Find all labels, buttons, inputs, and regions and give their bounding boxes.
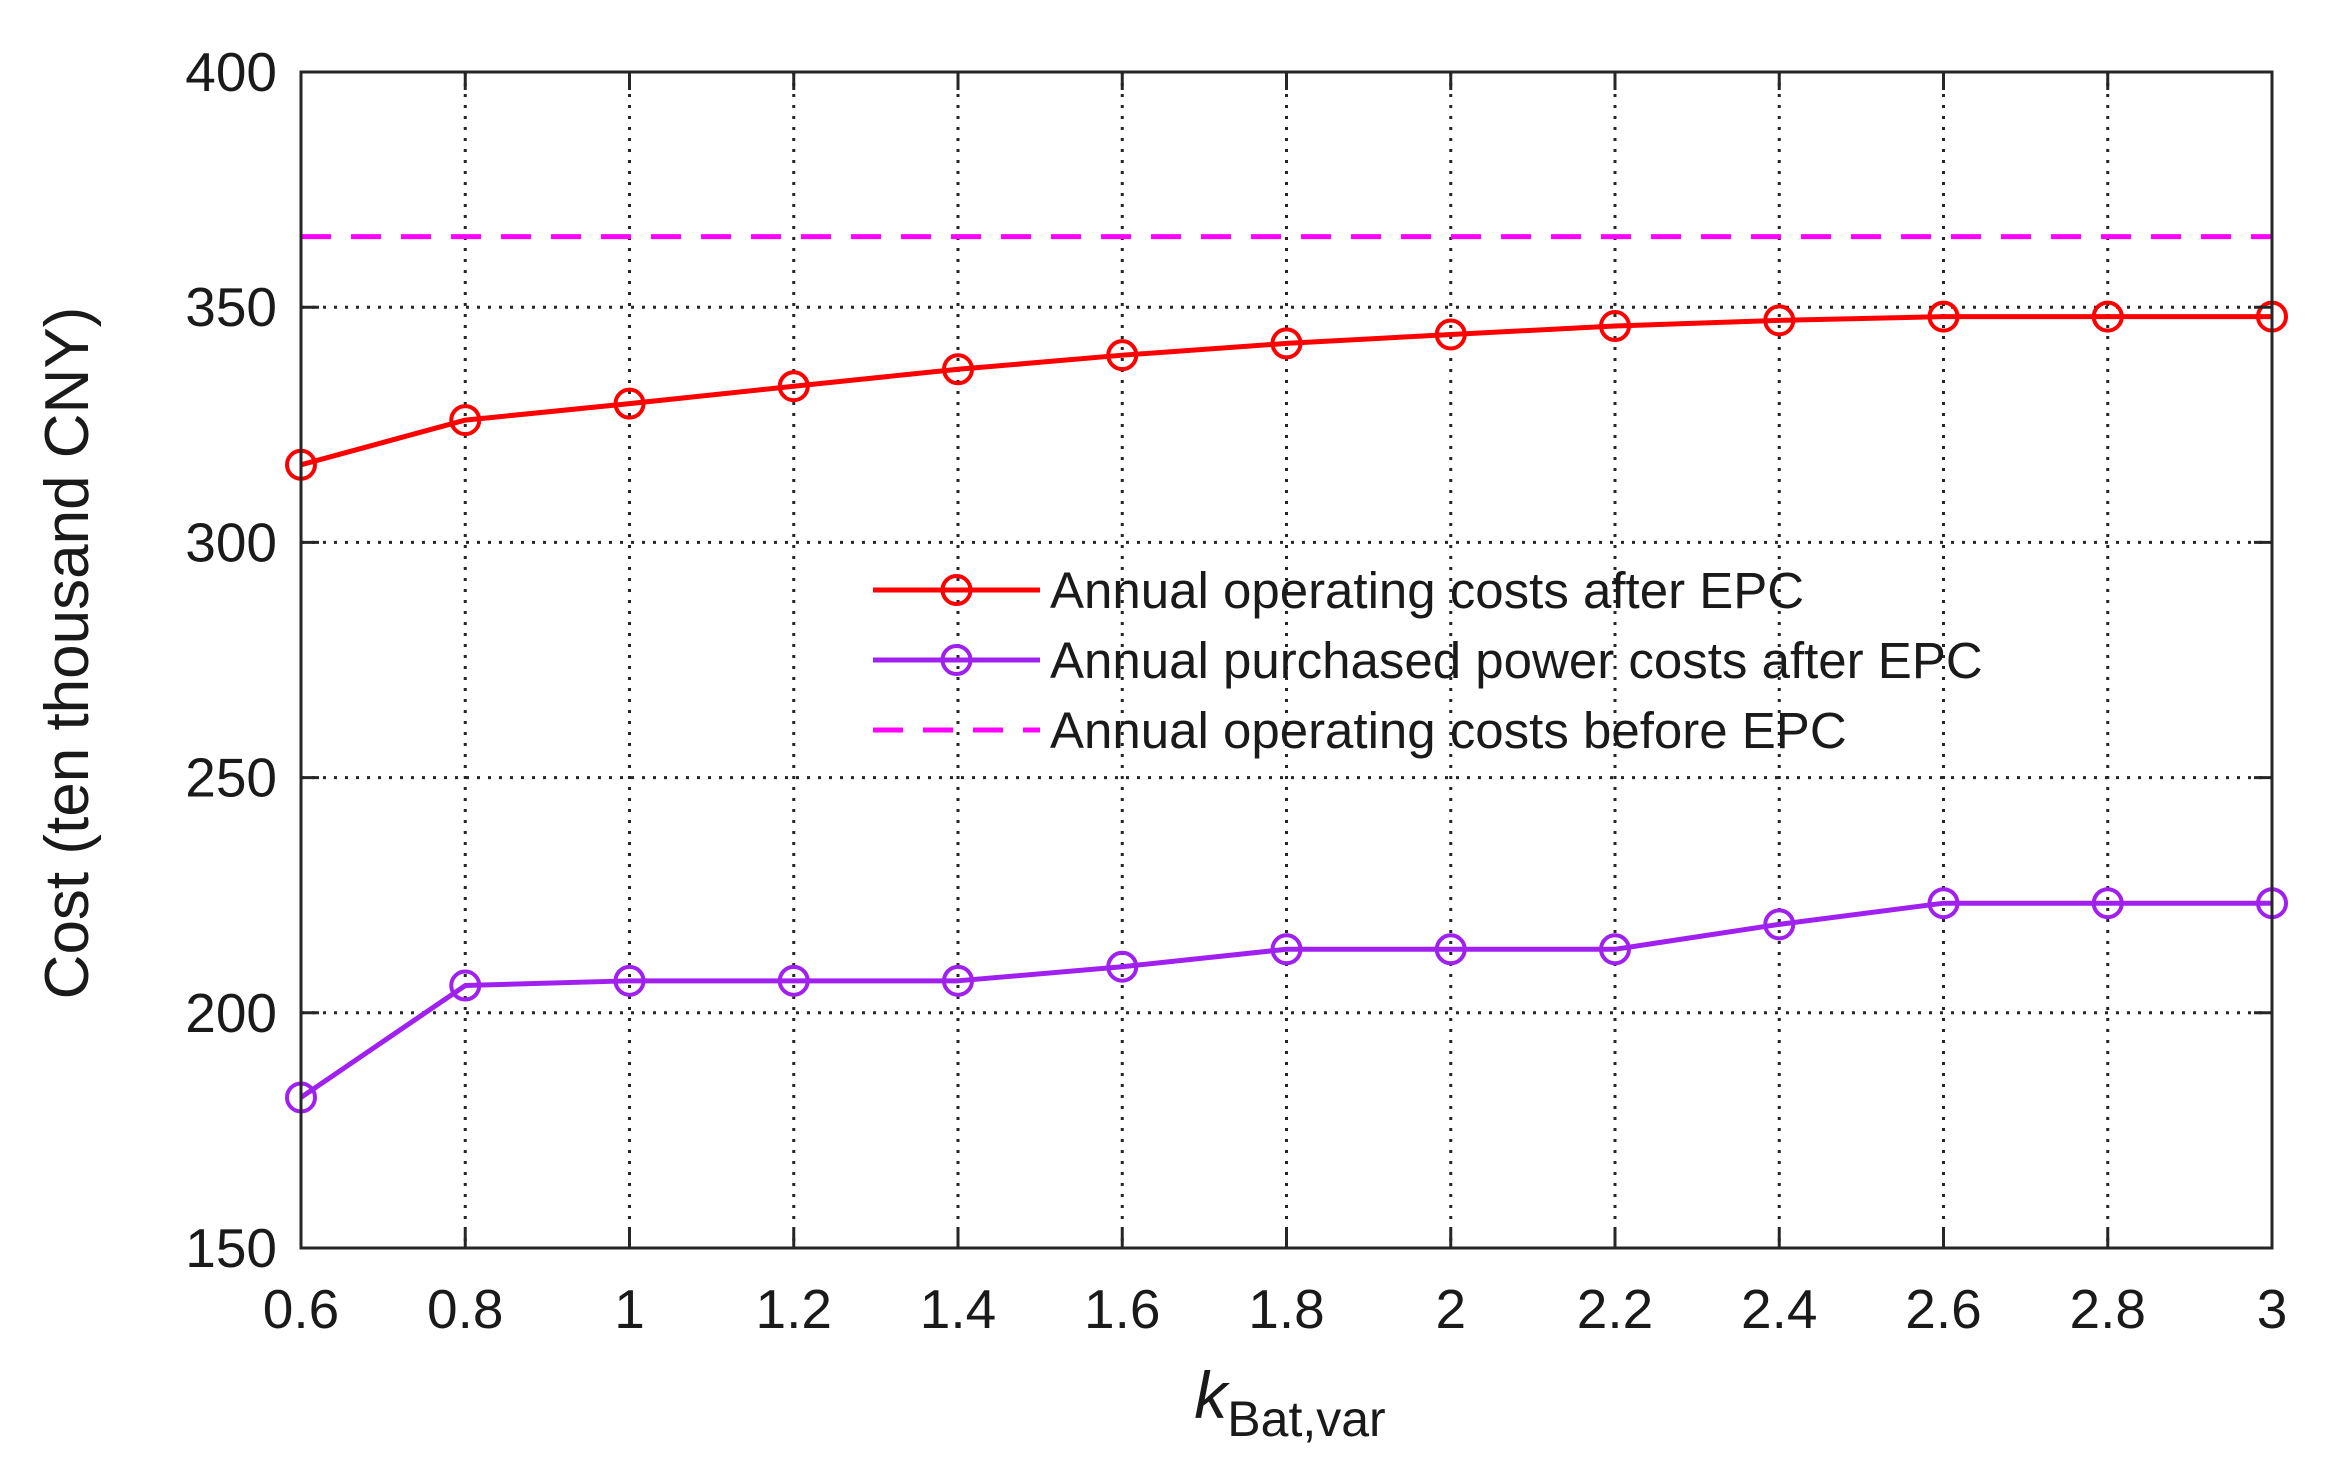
x-tick-label: 1.8 xyxy=(1248,1278,1324,1340)
series-2-point xyxy=(1927,887,1960,920)
series-1-point xyxy=(1106,339,1139,372)
x-tick-label: 0.6 xyxy=(263,1278,339,1340)
x-tick-label: 2.2 xyxy=(1577,1278,1653,1340)
series-2-point xyxy=(2091,887,2124,920)
legend-label-3: Annual operating costs before EPC xyxy=(1050,702,1847,759)
legend: Annual operating costs after EPC Annual p… xyxy=(873,562,1983,759)
x-tick-label: 1 xyxy=(614,1278,645,1340)
legend-marker-1 xyxy=(940,574,973,606)
x-tick-label: 2 xyxy=(1435,1278,1466,1340)
series-line-1 xyxy=(300,314,2272,468)
series-2-point xyxy=(1270,933,1303,966)
series-1-point xyxy=(942,353,974,386)
x-tick-label: 2.8 xyxy=(2070,1278,2146,1340)
x-tick-label: 2.4 xyxy=(1741,1278,1817,1340)
grid-lines xyxy=(301,72,2272,1248)
y-tick-label: 400 xyxy=(185,41,277,103)
y-tick-label: 350 xyxy=(185,276,277,338)
axis-ticks: 0.6 0.8 1 1.2 1.4 1.6 1.8 2 2.2 2.4 2.6 2.8 3 150 200 2… xyxy=(185,41,2287,1340)
x-axis-label-main: k xyxy=(1194,1358,1230,1432)
y-tick-label: 150 xyxy=(185,1217,277,1279)
series-2-point xyxy=(1599,933,1631,966)
x-tick-label: 1.6 xyxy=(1084,1278,1160,1340)
x-tick-label: 3 xyxy=(2257,1278,2288,1340)
x-tick-label: 2.6 xyxy=(1905,1278,1981,1340)
series-2-point xyxy=(1106,950,1139,983)
y-tick-label: 250 xyxy=(185,747,277,809)
legend-marker-2 xyxy=(940,644,973,676)
series-1-point xyxy=(1599,310,1631,343)
y-tick-label: 200 xyxy=(185,982,277,1044)
series-2-point xyxy=(449,969,482,1002)
series-1-point xyxy=(449,404,482,437)
series-2-point xyxy=(1763,908,1796,941)
series-1-point xyxy=(613,387,646,420)
x-tick-label: 0.8 xyxy=(427,1278,503,1340)
y-axis-label: Cost (ten thousand CNY) xyxy=(33,307,102,1000)
series-1-point xyxy=(777,370,810,403)
series-1-point xyxy=(2091,300,2124,333)
series-1-point xyxy=(1434,318,1467,351)
series-1-point xyxy=(1927,300,1960,333)
data-series xyxy=(285,234,2288,1114)
x-tick-label: 1.2 xyxy=(756,1278,832,1340)
series-2-point xyxy=(613,964,646,997)
legend-label-1: Annual operating costs after EPC xyxy=(1050,562,1804,619)
x-tick-label: 1.4 xyxy=(920,1278,996,1340)
series-2-point xyxy=(942,964,974,997)
x-axis-label: kBat,var xyxy=(1194,1358,1385,1447)
series-2-point xyxy=(777,964,810,997)
series-line-2 xyxy=(299,900,2272,1100)
legend-label-2: Annual purchased power costs after EPC xyxy=(1050,632,1983,689)
x-axis-label-subscript: Bat,var xyxy=(1227,1391,1385,1447)
series-1-point xyxy=(1270,327,1303,360)
series-2-point xyxy=(1434,933,1467,966)
series-1-point xyxy=(1763,304,1796,337)
y-tick-label: 300 xyxy=(185,511,277,573)
